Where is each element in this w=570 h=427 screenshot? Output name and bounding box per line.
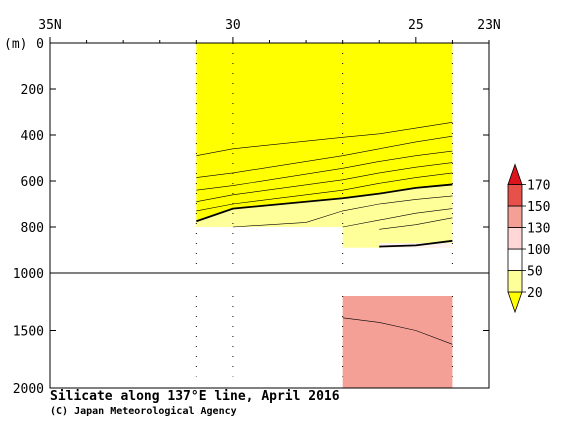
- contour-line-6: [232, 195, 453, 228]
- x-tick-label-30: 30: [225, 18, 241, 33]
- chart-title: Silicate along 137°E line, April 2016: [50, 389, 340, 404]
- x-tick-label-25: 25: [408, 18, 424, 33]
- contour-line-9: [379, 239, 453, 248]
- x-tick-label-35: 35N: [38, 18, 61, 33]
- colorbar-segment-3: [507, 227, 523, 250]
- colorbar-segment-1: [507, 270, 523, 293]
- region-deep-fill: [342, 296, 453, 388]
- colorbar-label-50: 50: [527, 265, 543, 280]
- y-tick-label-1000: 1000: [13, 267, 44, 282]
- y-unit-label: (m): [4, 37, 27, 52]
- contour-line-8: [379, 217, 453, 230]
- y-tick-label-2000: 2000: [13, 382, 44, 397]
- x-tick-label-23: 23N: [477, 18, 500, 33]
- contour-line-7: [342, 208, 453, 228]
- y-tick-label-200: 200: [21, 83, 44, 98]
- contour-line-1: [196, 135, 453, 178]
- colorbar-segment-4: [507, 205, 523, 228]
- band-50-100-upper: [196, 184, 453, 227]
- chart-credit: (C) Japan Meteorological Agency: [50, 406, 237, 417]
- colorbar-label-20: 20: [527, 286, 543, 301]
- colorbar-segment-5: [507, 184, 523, 207]
- colorbar-top-triangle: [507, 163, 523, 185]
- colorbar-bottom-triangle: [507, 291, 523, 314]
- contour-line-0: [196, 122, 453, 156]
- y-tick-label-400: 400: [21, 129, 44, 144]
- y-tick-label-600: 600: [21, 175, 44, 190]
- contour-line-3: [196, 162, 453, 202]
- band-50-100-lower: [342, 227, 453, 248]
- colorbar-label-150: 150: [527, 200, 550, 215]
- contour-line-4: [196, 172, 453, 212]
- y-tick-label-0: 0: [36, 37, 44, 52]
- colorbar-label-130: 130: [527, 222, 550, 237]
- colorbar-label-100: 100: [527, 243, 550, 258]
- contour-line-2: [196, 150, 453, 191]
- colorbar-segment-2: [507, 248, 523, 271]
- contour-line-10: [342, 317, 453, 345]
- colorbar-label-170: 170: [527, 179, 550, 194]
- contour-line-5: [196, 183, 453, 223]
- y-tick-label-800: 800: [21, 221, 44, 236]
- y-tick-label-1500: 1500: [13, 325, 44, 340]
